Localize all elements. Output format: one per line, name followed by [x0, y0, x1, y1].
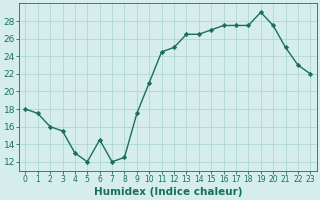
X-axis label: Humidex (Indice chaleur): Humidex (Indice chaleur) — [93, 187, 242, 197]
